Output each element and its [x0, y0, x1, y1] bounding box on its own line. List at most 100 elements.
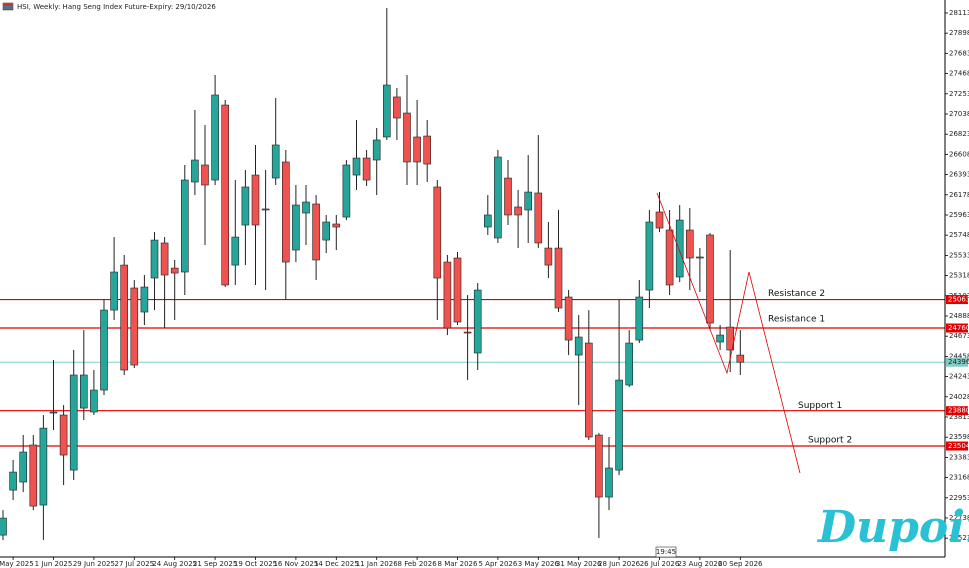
x-tick-label: 23 Aug 2026 [677, 560, 722, 568]
candle-body [140, 286, 149, 313]
candle-body [90, 389, 98, 413]
y-tick-label: 22738 [949, 514, 969, 522]
y-tick-label: 24243 [949, 373, 969, 381]
candle-body [110, 271, 118, 311]
candle-body [39, 427, 48, 506]
y-tick-label: 26823 [949, 130, 969, 138]
candle-body [130, 287, 139, 366]
candle-body [615, 379, 623, 471]
y-tick-label: 24888 [949, 312, 969, 320]
candle-body [483, 214, 492, 228]
x-tick-label: 27 Jul 2025 [114, 560, 154, 568]
candle-body [584, 342, 593, 438]
candle-body [564, 296, 573, 341]
y-tick-label: 27898 [949, 29, 969, 37]
x-tick-label: 19 Oct 2025 [234, 560, 277, 568]
level-price-box [946, 441, 968, 451]
candle-body [716, 334, 724, 343]
candle-body [100, 309, 108, 391]
candle-body [191, 159, 199, 183]
x-tick-label: 29 Jun 2025 [73, 560, 115, 568]
candle-body [302, 201, 310, 214]
x-tick-label: 4 May 2025 [0, 560, 34, 568]
logo: Dupoin [816, 502, 969, 553]
candle-body [514, 206, 522, 216]
candle-body [160, 242, 169, 276]
candle-body [554, 247, 563, 309]
candle-body [332, 223, 341, 228]
x-tick-label: 14 Dec 2025 [314, 560, 359, 568]
x-tick-label: 5 Apr 2026 [478, 560, 517, 568]
candle-body [504, 177, 512, 216]
level-price-box [946, 406, 968, 416]
y-tick-label: 27253 [949, 90, 969, 98]
candle-body [292, 204, 300, 251]
y-tick-label: 23813 [949, 413, 969, 421]
candle-body [372, 139, 381, 161]
candle-body [534, 192, 543, 244]
candle-body [494, 156, 502, 239]
candle-body [635, 296, 644, 341]
candle-body [69, 374, 78, 471]
x-tick-label: 26 Jul 2026 [640, 560, 680, 568]
x-tick-label: 28 Jun 2026 [598, 560, 641, 568]
x-tick-label: 20 Sep 2026 [718, 560, 763, 568]
y-tick-label: 25318 [949, 272, 969, 280]
candle-body [736, 354, 745, 363]
y-tick-label: 24673 [949, 332, 969, 340]
y-tick-label: 25963 [949, 211, 969, 219]
candle-body [413, 136, 421, 163]
candle-body [352, 157, 361, 176]
chart-title: HSI, Weekly: Hang Seng Index Future-Expi… [17, 3, 216, 11]
last-price: 24396 [948, 358, 969, 366]
candle-body [403, 112, 411, 163]
level-price-box [946, 323, 968, 333]
candle-body [312, 203, 320, 261]
x-tick-label: 8 Feb 2026 [398, 560, 438, 568]
candle-body [231, 236, 240, 266]
candle-body [211, 94, 219, 181]
candle-body [49, 411, 58, 414]
candle-body [9, 471, 17, 491]
x-tick-label: 1 Jun 2025 [35, 560, 73, 568]
candle-body [393, 96, 401, 119]
level-label: Resistance 2 [768, 289, 825, 299]
time-marker: 19:45 [656, 548, 676, 556]
candle-body [605, 467, 613, 498]
candle-body [251, 174, 260, 226]
level-price: 25063 [948, 296, 969, 304]
candle-body [625, 342, 634, 386]
candle-body [19, 451, 28, 483]
candle-body [524, 191, 533, 211]
candle-body [665, 229, 674, 286]
y-tick-label: 25748 [949, 231, 969, 239]
y-tick-label: 25533 [949, 251, 969, 259]
candle-body [544, 247, 553, 266]
candle-body [675, 219, 684, 278]
x-tick-label: 11 Jan 2026 [356, 560, 399, 568]
candle-body [423, 135, 432, 165]
y-tick-label: 24458 [949, 352, 969, 360]
candle-body [170, 267, 179, 274]
candle-body [574, 336, 583, 356]
x-tick-label: 24 Aug 2025 [152, 560, 197, 568]
candle-body [241, 186, 250, 226]
candle-body [181, 179, 189, 273]
level-price: 24760 [948, 324, 969, 332]
level-label: Support 2 [808, 436, 852, 446]
candle-body [685, 229, 694, 259]
y-tick-label: 24028 [949, 393, 969, 401]
y-tick-label: 27683 [949, 49, 969, 57]
candle-body [696, 256, 704, 259]
candle-body [453, 257, 462, 323]
level-price: 23880 [948, 407, 969, 415]
candle-body [261, 208, 270, 211]
candle-body [645, 221, 654, 291]
y-tick-label: 23598 [949, 433, 969, 441]
candle-body [726, 326, 735, 351]
candle-body [362, 157, 371, 181]
y-tick-label: 22523 [949, 534, 969, 542]
candle-body [0, 517, 7, 536]
axes: 28113 27898 27683 27468 27253 27038 26823 26608… [0, 9, 969, 568]
